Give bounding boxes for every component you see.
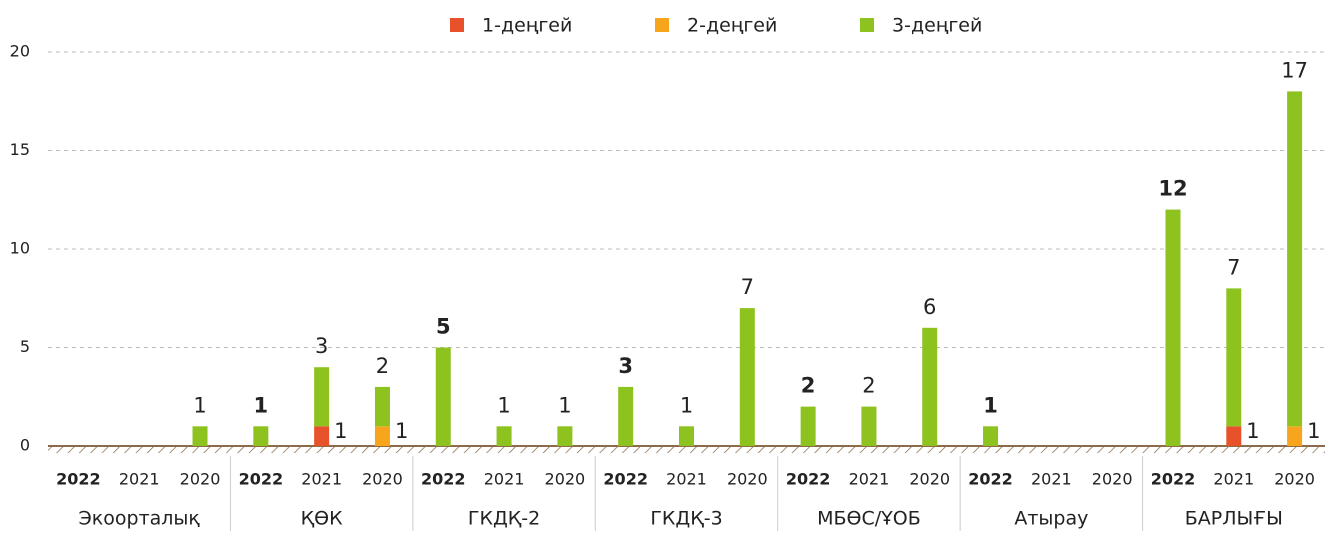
value-label: 12 [1158,177,1187,201]
y-tick-label: 10 [10,239,30,258]
legend-swatch [860,18,874,32]
bar-segment [314,367,330,427]
axis-hatch [48,446,1325,453]
x-tick-label: 2022 [421,470,466,489]
group-label: ГКДҚ-2 [468,508,540,530]
x-tick-label: 2021 [849,470,890,489]
legend-label: 1-деңгей [482,15,572,37]
bar-segment [1165,209,1181,446]
bar-segment [192,426,208,446]
x-tick-label: 2020 [727,470,768,489]
value-label: 1 [254,393,269,417]
value-label: 5 [436,315,451,339]
y-tick-label: 20 [10,42,30,61]
legend-swatch [655,18,669,32]
group-label: МБӨС/ҰОБ [817,508,921,530]
bar-segment [983,426,999,446]
value-label: 1 [395,419,408,443]
value-label: 17 [1281,58,1308,82]
value-label: 2 [801,374,816,398]
x-tick-label: 2022 [968,470,1013,489]
x-tick-label: 2022 [56,470,101,489]
bar-segment [1226,426,1242,446]
x-tick-label: 2020 [1092,470,1133,489]
legend-label: 3-деңгей [892,15,982,37]
value-label: 1 [1307,419,1320,443]
value-label: 2 [376,354,389,378]
group-label: ГКДҚ-3 [650,508,722,530]
bar-segment [374,426,390,446]
y-tick-label: 5 [20,337,30,356]
value-label: 2 [862,374,875,398]
x-tick-label: 2022 [239,470,284,489]
x-tick-label: 2020 [1274,470,1315,489]
bar-segment [1287,91,1303,427]
bar-segment [618,386,634,446]
group-label: Атырау [1014,508,1088,530]
bar-segment [435,347,451,446]
value-label: 7 [1227,255,1240,279]
x-tick-label: 2021 [301,470,342,489]
group-label: Экоорталық [79,508,201,530]
x-tick-label: 2022 [603,470,648,489]
x-tick-label: 2021 [1031,470,1072,489]
bar-segment [496,426,512,446]
x-tick-label: 2021 [484,470,525,489]
x-tick-label: 2020 [362,470,403,489]
value-label: 3 [315,334,328,358]
x-tick-label: 2020 [909,470,950,489]
bar-segment [557,426,573,446]
legend-label: 2-деңгей [687,15,777,37]
value-label: 1 [497,393,510,417]
bar-segment [1226,288,1242,427]
group-label: БАРЛЫҒЫ [1185,508,1283,530]
bar-segment [253,426,269,446]
legend-swatch [450,18,464,32]
value-label: 1 [1246,419,1259,443]
group-label: ҚӨК [301,508,343,530]
bar-segment [861,406,877,446]
value-label: 1 [193,393,206,417]
y-tick-label: 0 [20,436,30,455]
x-tick-label: 2020 [545,470,586,489]
bar-segment [314,426,330,446]
value-label: 3 [618,354,633,378]
x-tick-label: 2021 [1213,470,1254,489]
bar-segment [1287,426,1303,446]
value-label: 1 [334,419,347,443]
y-tick-label: 15 [10,140,30,159]
x-tick-label: 2021 [119,470,160,489]
value-label: 1 [983,393,998,417]
x-tick-label: 2022 [786,470,831,489]
bar-segment [800,406,816,446]
x-tick-label: 2020 [180,470,221,489]
bar-segment [374,386,390,427]
bar-segment [679,426,694,446]
value-label: 6 [923,295,936,319]
value-label: 7 [741,275,754,299]
x-tick-label: 2021 [666,470,707,489]
value-label: 1 [680,393,693,417]
x-tick-label: 2022 [1151,470,1196,489]
bar-segment [739,308,755,446]
value-label: 1 [558,393,571,417]
bar-segment [922,327,938,446]
